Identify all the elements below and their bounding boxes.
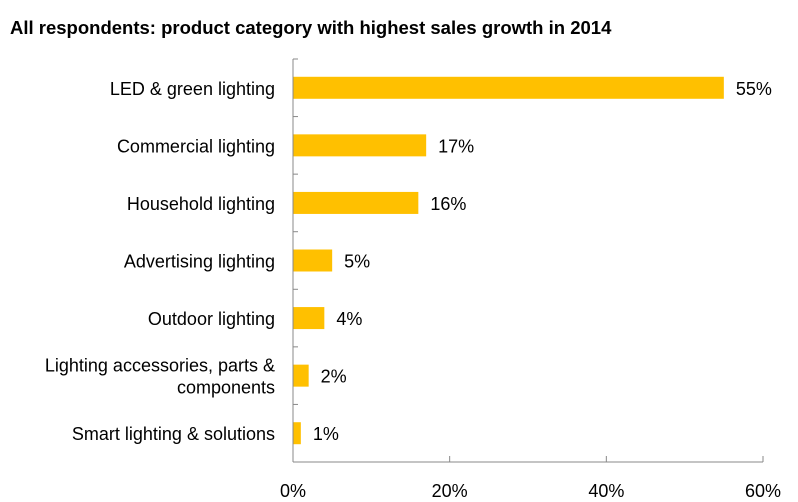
category-label: components	[177, 378, 275, 398]
chart-title: All respondents: product category with h…	[10, 17, 612, 38]
bar	[293, 134, 427, 157]
data-label: 2%	[321, 367, 347, 387]
category-label: Lighting accessories, parts &	[45, 356, 275, 376]
data-label: 17%	[438, 136, 474, 156]
bar	[293, 422, 301, 445]
category-label: LED & green lighting	[110, 79, 275, 99]
data-label: 4%	[336, 309, 362, 329]
bar	[293, 307, 325, 330]
category-label: Outdoor lighting	[148, 309, 275, 329]
bar	[293, 364, 309, 387]
category-label: Advertising lighting	[124, 252, 275, 272]
data-label: 5%	[344, 252, 370, 272]
data-label: 16%	[430, 194, 466, 214]
x-tick-label: 20%	[432, 481, 468, 501]
bar	[293, 249, 333, 272]
x-tick-label: 40%	[588, 481, 624, 501]
category-label: Smart lighting & solutions	[72, 424, 275, 444]
category-label: Commercial lighting	[117, 136, 275, 156]
category-label: Household lighting	[127, 194, 275, 214]
data-label: 1%	[313, 424, 339, 444]
data-label: 55%	[736, 79, 772, 99]
bar	[293, 76, 724, 99]
bar	[293, 191, 419, 214]
x-tick-label: 60%	[745, 481, 781, 501]
x-tick-label: 0%	[280, 481, 306, 501]
